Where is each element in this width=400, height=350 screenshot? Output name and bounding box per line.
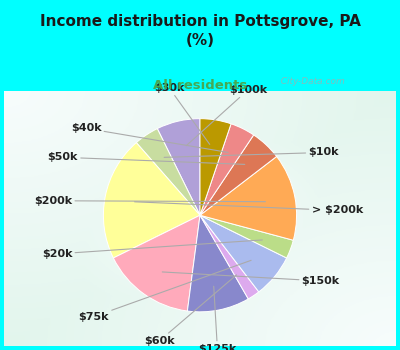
Text: $50k: $50k	[48, 152, 245, 164]
Wedge shape	[200, 119, 231, 215]
Wedge shape	[187, 215, 248, 312]
Text: > $200k: > $200k	[134, 202, 363, 215]
Text: $60k: $60k	[144, 275, 236, 346]
Text: $100k: $100k	[186, 85, 267, 146]
Text: $30k: $30k	[154, 83, 210, 144]
Text: City-Data.com: City-Data.com	[275, 77, 345, 86]
Text: $10k: $10k	[164, 147, 339, 158]
Text: $200k: $200k	[34, 196, 266, 206]
Text: $20k: $20k	[42, 240, 262, 259]
Wedge shape	[200, 156, 296, 240]
Text: All residents: All residents	[153, 79, 247, 92]
Text: $150k: $150k	[162, 272, 340, 286]
Wedge shape	[157, 119, 200, 215]
Text: $75k: $75k	[78, 260, 251, 322]
Wedge shape	[136, 128, 200, 215]
Text: Income distribution in Pottsgrove, PA
(%): Income distribution in Pottsgrove, PA (%…	[40, 14, 360, 48]
Text: $125k: $125k	[198, 286, 236, 350]
Wedge shape	[200, 215, 287, 292]
Text: $40k: $40k	[71, 123, 228, 152]
Wedge shape	[200, 215, 259, 299]
Wedge shape	[200, 215, 293, 258]
Wedge shape	[200, 124, 254, 215]
Wedge shape	[113, 215, 200, 311]
Wedge shape	[200, 135, 277, 215]
Wedge shape	[104, 142, 200, 258]
